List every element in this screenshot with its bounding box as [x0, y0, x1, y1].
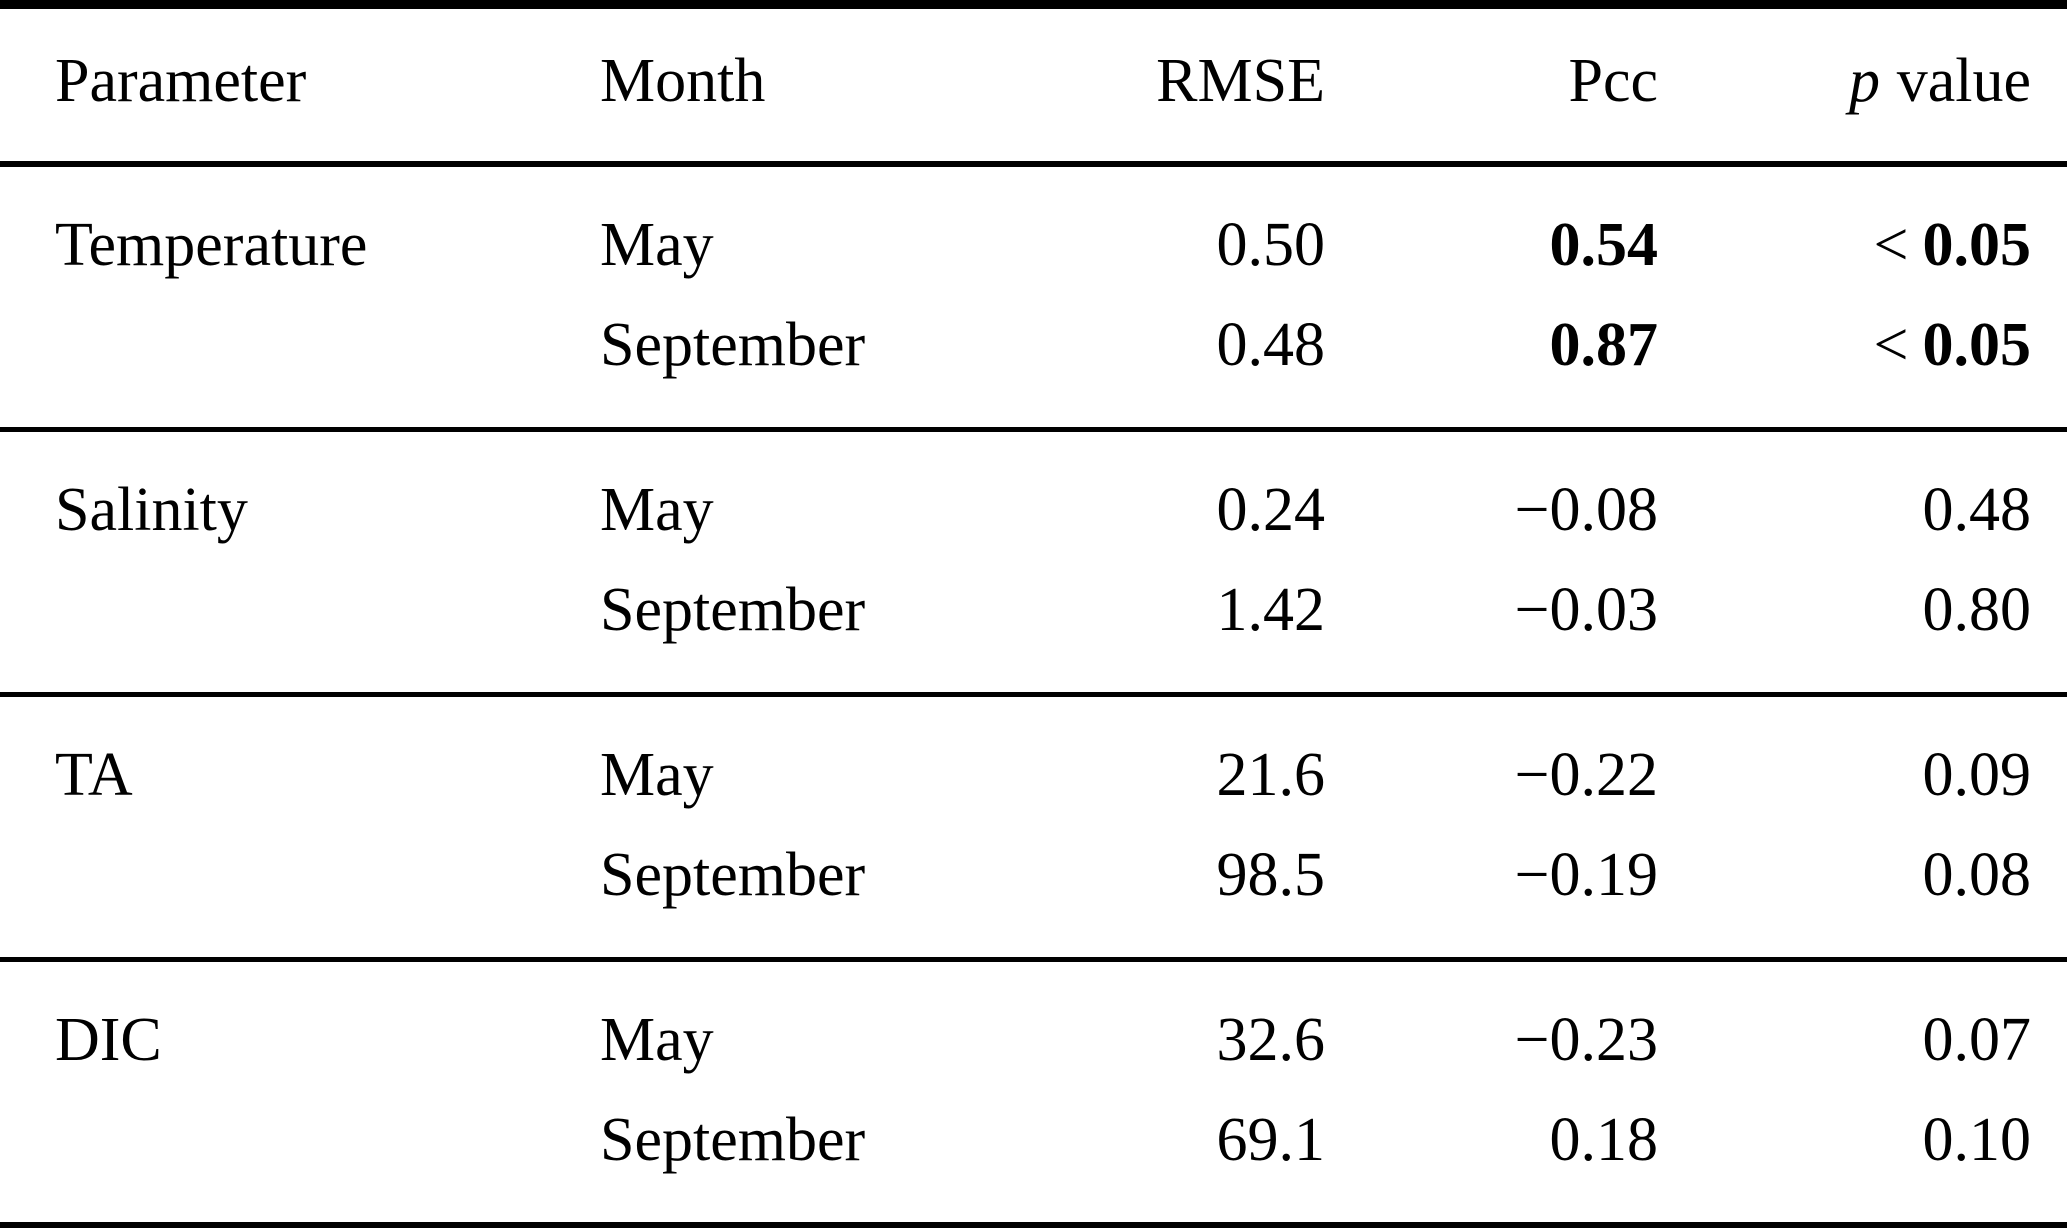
table-row: Salinity May 0.24 −0.08 0.48	[0, 430, 2067, 561]
table-row: DIC May 32.6 −0.23 0.07	[0, 960, 2067, 1091]
cell-p-value: 0.80	[1658, 560, 2067, 695]
pcc-value: 0.54	[1549, 211, 1659, 279]
cell-rmse: 69.1	[1216, 1106, 1326, 1174]
section-temperature: Temperature May 0.50 0.54 <0.05 Septembe…	[0, 164, 2067, 430]
cell-p-value: 0.07	[1658, 960, 2067, 1091]
cell-rmse: 21.6	[1216, 741, 1326, 809]
cell-month: May	[600, 476, 714, 544]
cell-pcc: −0.23	[1325, 960, 1658, 1091]
cell-month: May	[600, 1006, 714, 1074]
pcc-value: −0.19	[1514, 841, 1658, 909]
cell-p-value: 0.48	[1658, 430, 2067, 561]
header-p-rest: value	[1896, 47, 2031, 115]
pcc-value: 0.18	[1549, 1106, 1659, 1174]
p-value: 0.08	[1922, 841, 2032, 909]
cell-pcc: 0.54	[1325, 164, 1659, 295]
pcc-value: −0.22	[1514, 741, 1658, 809]
p-value: 0.10	[1922, 1106, 2032, 1174]
header-month: Month	[600, 47, 766, 115]
cell-month: May	[600, 741, 714, 809]
cell-p-value: 0.09	[1658, 695, 2067, 826]
p-value-prefix	[1909, 741, 1923, 809]
cell-parameter: Temperature	[55, 211, 368, 279]
cell-rmse: 0.24	[1216, 476, 1326, 544]
p-value: 0.80	[1922, 576, 2032, 644]
section-salinity: Salinity May 0.24 −0.08 0.48 September 1…	[0, 429, 2067, 695]
cell-pcc: −0.19	[1325, 825, 1658, 960]
cell-pcc: −0.03	[1325, 560, 1658, 695]
p-value-prefix: <	[1873, 311, 1909, 379]
pcc-value: 0.87	[1549, 311, 1659, 379]
cell-month: September	[600, 576, 866, 644]
p-value-prefix: <	[1873, 211, 1909, 279]
cell-rmse: 0.48	[1216, 311, 1326, 379]
pcc-value: −0.08	[1514, 476, 1658, 544]
cell-parameter-empty	[0, 825, 600, 960]
table-row: TA May 21.6 −0.22 0.09	[0, 695, 2067, 826]
pcc-value: −0.23	[1514, 1006, 1658, 1074]
cell-p-value: <0.05	[1658, 164, 2067, 295]
table-row: September 69.1 0.18 0.10	[0, 1090, 2067, 1227]
cell-parameter-empty	[0, 560, 600, 695]
table-row: September 1.42 −0.03 0.80	[0, 560, 2067, 695]
cell-pcc: −0.08	[1325, 430, 1658, 561]
cell-month: September	[600, 841, 866, 909]
table-header: Parameter Month RMSE Pcc p value	[0, 5, 2067, 165]
header-p-value: p value	[1658, 5, 2067, 165]
cell-rmse: 32.6	[1216, 1006, 1326, 1074]
pcc-value: −0.03	[1514, 576, 1658, 644]
table-row: September 0.48 0.87 <0.05	[0, 295, 2067, 430]
cell-p-value: 0.10	[1658, 1090, 2067, 1227]
cell-parameter-empty	[0, 1090, 600, 1227]
cell-pcc: 0.18	[1325, 1090, 1659, 1227]
p-value: 0.05	[1922, 311, 2032, 379]
p-value-prefix	[1909, 1006, 1923, 1074]
header-p-symbol: p	[1849, 47, 1880, 115]
cell-parameter-empty	[0, 295, 600, 430]
section-ta: TA May 21.6 −0.22 0.09 September 98.5 −0…	[0, 694, 2067, 960]
cell-rmse: 0.50	[1216, 211, 1326, 279]
p-value-prefix	[1909, 476, 1923, 544]
cell-parameter: DIC	[55, 1006, 162, 1074]
cell-parameter: Salinity	[55, 476, 248, 544]
header-rmse: RMSE	[1156, 47, 1325, 115]
cell-parameter: TA	[55, 741, 133, 809]
cell-p-value: 0.08	[1658, 825, 2067, 960]
p-value-prefix	[1909, 1106, 1923, 1174]
header-pcc: Pcc	[1568, 47, 1658, 115]
p-value-prefix	[1909, 841, 1923, 909]
cell-rmse: 1.42	[1216, 576, 1326, 644]
cell-pcc: −0.22	[1325, 695, 1658, 826]
table-row: Temperature May 0.50 0.54 <0.05	[0, 164, 2067, 295]
p-value: 0.09	[1922, 741, 2032, 809]
cell-month: September	[600, 1106, 866, 1174]
p-value: 0.07	[1922, 1006, 2032, 1074]
cell-p-value: <0.05	[1658, 295, 2067, 430]
cell-month: September	[600, 311, 866, 379]
cell-rmse: 98.5	[1216, 841, 1326, 909]
table-row: September 98.5 −0.19 0.08	[0, 825, 2067, 960]
cell-pcc: 0.87	[1325, 295, 1659, 430]
p-value: 0.05	[1922, 211, 2032, 279]
header-row: Parameter Month RMSE Pcc p value	[0, 5, 2067, 165]
p-value: 0.48	[1922, 476, 2032, 544]
cell-month: May	[600, 211, 714, 279]
section-dic: DIC May 32.6 −0.23 0.07 September 69.1 0…	[0, 959, 2067, 1227]
p-value-prefix	[1909, 576, 1923, 644]
header-parameter: Parameter	[55, 47, 307, 115]
